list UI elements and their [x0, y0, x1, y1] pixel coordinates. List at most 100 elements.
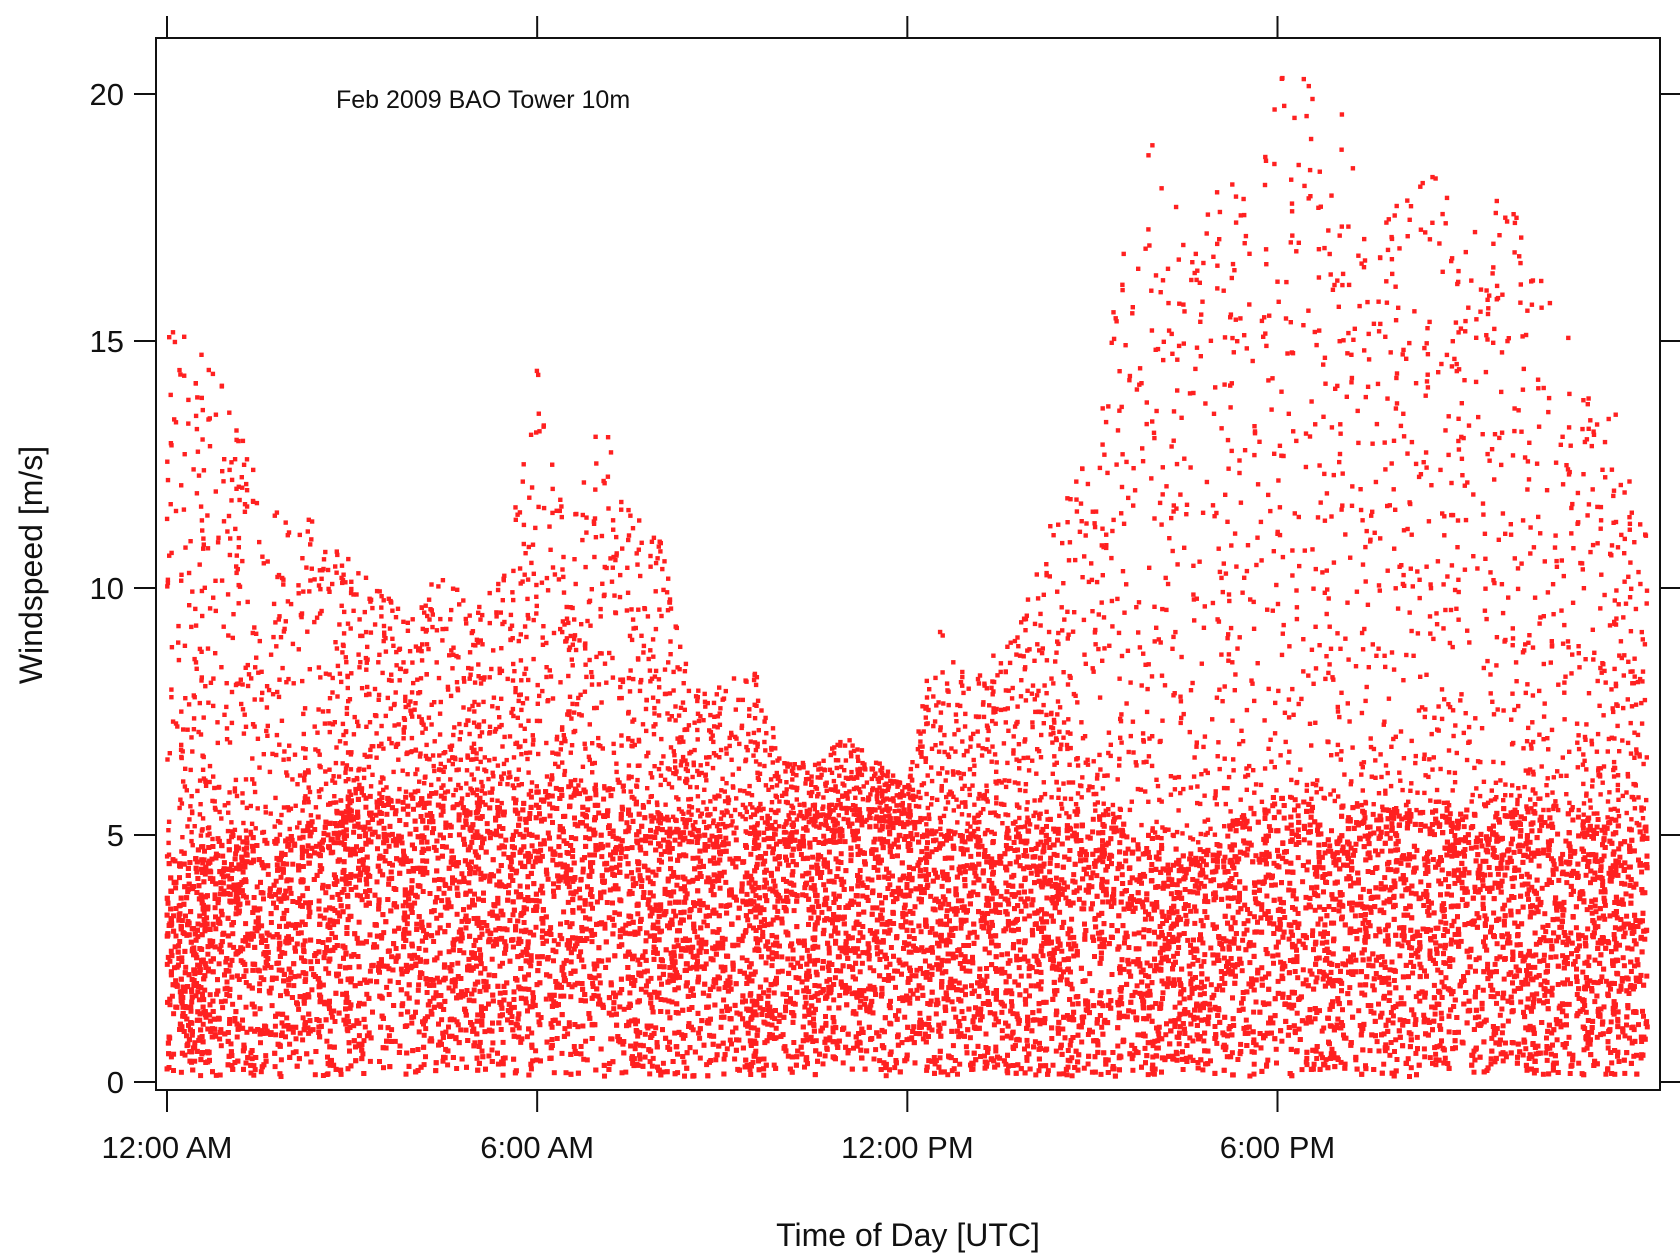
data-point [721, 1056, 727, 1062]
data-point [1589, 910, 1595, 916]
data-point [381, 930, 387, 936]
data-point [1115, 1043, 1121, 1049]
data-point [1538, 982, 1544, 988]
data-point [1321, 1025, 1327, 1031]
data-point [1573, 925, 1579, 931]
data-point [214, 991, 220, 997]
data-point [1070, 833, 1076, 839]
data-point [272, 1064, 278, 1070]
data-point [989, 856, 995, 862]
data-point [667, 890, 673, 895]
data-point [1058, 1045, 1064, 1051]
data-point [1273, 1046, 1279, 1052]
data-point [1390, 1020, 1396, 1026]
data-point [1071, 953, 1077, 959]
data-point [335, 840, 341, 846]
data-point [1525, 854, 1531, 860]
data-point [486, 1053, 492, 1059]
data-point [1069, 916, 1075, 922]
data-point [380, 854, 386, 860]
data-point [289, 936, 294, 942]
data-point [424, 990, 430, 995]
data-point [432, 899, 438, 905]
data-point [487, 835, 493, 841]
data-point [933, 1011, 939, 1017]
data-point [977, 966, 983, 972]
data-point [1040, 826, 1046, 832]
data-point [806, 953, 812, 959]
data-point [1038, 979, 1044, 985]
data-point [217, 946, 223, 952]
data-point [761, 837, 767, 843]
data-point [721, 869, 727, 875]
data-point [1399, 943, 1405, 949]
data-point [1542, 820, 1548, 825]
data-point [1250, 981, 1256, 987]
data-point [1345, 958, 1351, 964]
data-point [1608, 865, 1614, 871]
data-point [1243, 1017, 1249, 1023]
data-point [1472, 1015, 1478, 1021]
data-point [1391, 978, 1397, 983]
data-point [479, 1018, 485, 1024]
data-point [261, 896, 266, 902]
data-point [557, 852, 563, 858]
data-point [1064, 1013, 1070, 1018]
data-point [1592, 897, 1598, 903]
data-point [691, 900, 696, 906]
data-point [592, 966, 598, 972]
data-point [221, 860, 227, 866]
data-point [1441, 901, 1447, 907]
data-point [878, 912, 884, 918]
data-point [933, 847, 939, 852]
data-point [571, 792, 577, 798]
data-point [1016, 890, 1022, 896]
data-point [643, 989, 649, 995]
data-point [966, 943, 971, 948]
data-point [1545, 823, 1551, 829]
data-point [581, 964, 587, 970]
data-point [1117, 840, 1123, 846]
data-point [231, 944, 237, 950]
data-point [944, 913, 950, 919]
data-point [689, 839, 695, 845]
data-point [667, 1039, 672, 1045]
data-point [859, 1055, 864, 1061]
data-point [787, 999, 793, 1005]
data-point [1037, 1040, 1042, 1046]
data-point [1494, 941, 1500, 947]
data-point [1334, 839, 1340, 845]
data-point [198, 1073, 204, 1079]
data-point [1080, 1019, 1086, 1025]
data-point [925, 840, 930, 846]
data-point [592, 975, 598, 981]
data-point [354, 892, 360, 898]
data-point [1545, 963, 1551, 969]
data-point [648, 840, 653, 846]
data-point [867, 1009, 873, 1015]
data-point [1374, 1039, 1380, 1045]
data-point [1567, 1071, 1573, 1076]
data-point [1524, 871, 1530, 877]
data-point [623, 1069, 629, 1075]
data-point [973, 1005, 978, 1011]
data-point [1437, 1043, 1443, 1049]
data-point [889, 892, 895, 898]
data-point [1144, 846, 1150, 851]
data-point [1554, 938, 1560, 944]
data-point [173, 885, 179, 891]
data-point [1304, 867, 1310, 873]
data-point [1497, 954, 1503, 960]
data-point [1557, 1018, 1563, 1024]
data-point [212, 896, 218, 901]
data-point [1570, 1052, 1576, 1058]
data-point [719, 935, 725, 941]
data-point [1475, 984, 1481, 990]
data-point [1385, 938, 1391, 943]
data-point [1466, 921, 1472, 926]
data-point [1539, 885, 1545, 891]
data-point [1295, 925, 1301, 930]
data-point [961, 1015, 967, 1021]
data-point [243, 877, 248, 883]
data-point [1535, 909, 1541, 915]
